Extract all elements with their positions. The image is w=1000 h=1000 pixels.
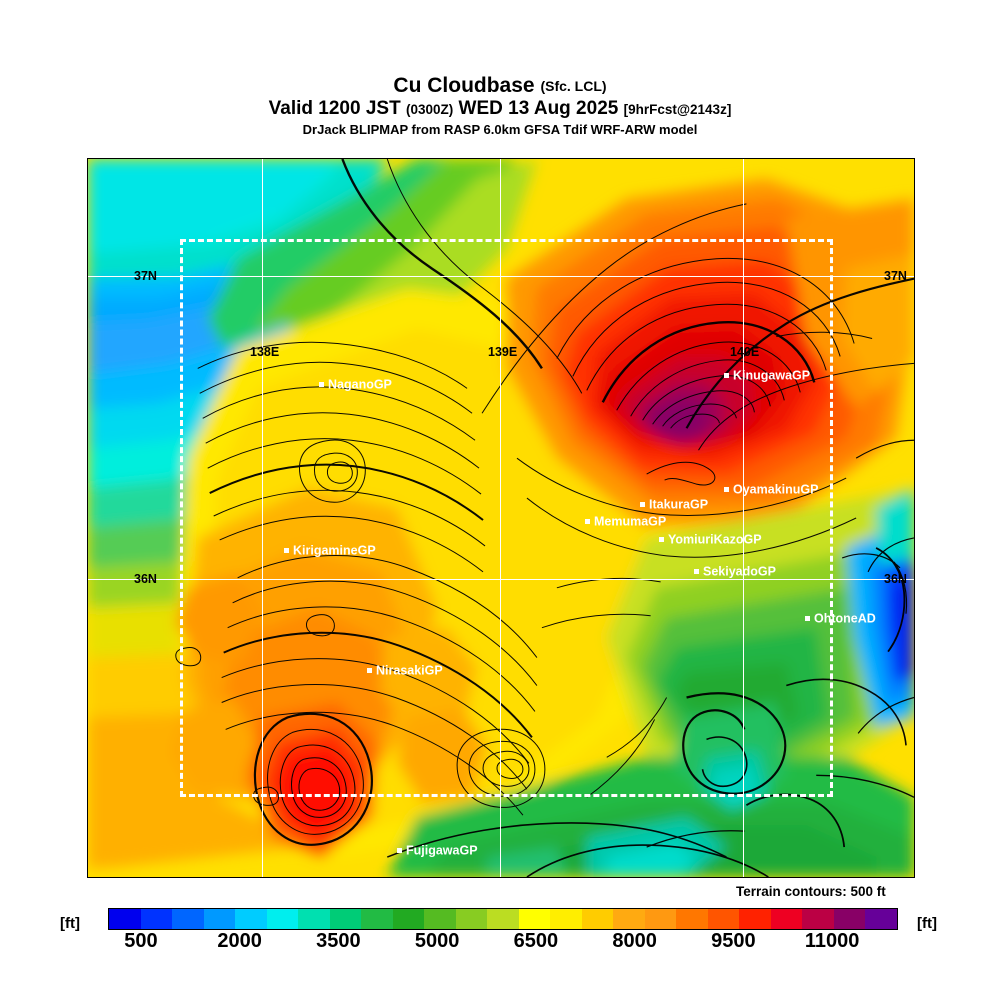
weather-map[interactable]: 138E 139E 140E 138E 139E 37N 36N 37N 36N…: [87, 158, 915, 878]
colorbar-tick-5000: 5000: [414, 930, 460, 952]
colorbar-swatch-21: [770, 909, 803, 929]
gridline-lat-37n: [88, 276, 914, 277]
station-marker[interactable]: ItakuraGP: [640, 498, 708, 511]
terrain-contour-note: Terrain contours: 500 ft: [736, 884, 886, 899]
title-main-line: Cu Cloudbase (Sfc. LCL): [0, 74, 1000, 98]
colorbar-swatch-22: [802, 909, 834, 929]
station-dot-icon: [694, 569, 699, 575]
station-marker[interactable]: KirigamineGP: [284, 544, 376, 557]
lat-label-left-37n: 37N: [134, 269, 157, 283]
station-marker[interactable]: OyamakinuGP: [724, 483, 818, 496]
forecast-domain-box: [180, 239, 833, 797]
gridline-lon-138e: [262, 159, 263, 877]
station-dot-icon: [640, 502, 645, 508]
colorbar-swatch-10: [424, 909, 456, 929]
colorbar-swatch-23: [833, 909, 866, 929]
station-marker[interactable]: YomiuriKazoGP: [659, 533, 762, 546]
title-forecast-tag: [9hrFcst@2143z]: [623, 102, 732, 117]
colorbar-swatch-8: [361, 909, 393, 929]
title-main: Cu Cloudbase: [393, 74, 535, 97]
lat-label-right-36n: 36N: [884, 572, 907, 586]
colorbar-swatch-5: [266, 909, 299, 929]
colorbar-swatch-2: [172, 909, 204, 929]
title-valid-utc: (0300Z): [405, 102, 454, 117]
colorbar-swatch-17: [644, 909, 677, 929]
station-marker[interactable]: NirasakiGP: [367, 664, 443, 677]
station-label: ItakuraGP: [649, 497, 709, 512]
lat-label-left-36n: 36N: [134, 572, 157, 586]
gridline-lon-140e: [743, 159, 744, 877]
gridline-lat-36n: [88, 579, 914, 580]
title-source-line: DrJack BLIPMAP from RASP 6.0km GFSA Tdif…: [302, 122, 698, 137]
station-dot-icon: [659, 537, 664, 543]
colorbar-swatch-20: [739, 909, 771, 929]
title-main-suffix: (Sfc. LCL): [540, 78, 607, 94]
colorbar-swatch-3: [203, 909, 236, 929]
chart-title-block: Cu Cloudbase (Sfc. LCL) Valid 1200 JST (…: [0, 74, 1000, 138]
colorbar-swatch-7: [329, 909, 362, 929]
station-dot-icon: [724, 487, 729, 493]
colorbar-swatch-9: [392, 909, 425, 929]
title-valid-time: Valid 1200 JST: [268, 98, 401, 119]
station-dot-icon: [585, 519, 590, 525]
station-dot-icon: [397, 848, 402, 854]
station-label: SekiyadoGP: [703, 564, 776, 579]
colorbar-unit-left: [ft]: [60, 915, 80, 932]
colorbar-tick-2000: 2000: [217, 930, 262, 952]
lon-label-top-138e: 138E: [250, 345, 280, 359]
station-label: NaganoGP: [328, 377, 392, 392]
station-dot-icon: [367, 668, 372, 674]
colorbar-tick-9500: 9500: [711, 930, 756, 952]
colorbar-tick-labels: 500 2000 3500 5000 6500 8000 9500 11000: [108, 930, 898, 952]
colorbar-swatches[interactable]: [108, 908, 898, 930]
station-label: YomiuriKazoGP: [668, 532, 762, 547]
station-marker[interactable]: KinugawaGP: [724, 369, 810, 382]
colorbar-tick-3500: 3500: [316, 930, 361, 952]
station-label: FujigawaGP: [406, 843, 478, 858]
gridline-lon-139e: [500, 159, 501, 877]
station-label: KinugawaGP: [733, 368, 811, 383]
map-field-svg: [88, 159, 914, 877]
station-label: OhtoneAD: [814, 611, 876, 626]
colorbar-swatch-13: [518, 909, 551, 929]
station-marker[interactable]: NaganoGP: [319, 378, 392, 391]
station-label: KirigamineGP: [293, 543, 376, 558]
colorbar-tick-500: 500: [124, 930, 158, 952]
station-marker[interactable]: SekiyadoGP: [694, 565, 776, 578]
colorbar-tick-6500: 6500: [513, 930, 559, 952]
colorbar-swatch-24: [865, 909, 897, 929]
lon-label-top-139e: 139E: [488, 345, 518, 359]
station-label: OyamakinuGP: [733, 482, 819, 497]
colorbar-swatch-6: [298, 909, 330, 929]
station-label: MemumaGP: [594, 514, 667, 529]
title-valid-line: Valid 1200 JST (0300Z) WED 13 Aug 2025 […: [0, 98, 1000, 121]
colorbar-swatch-11: [455, 909, 488, 929]
terrain-contours: [175, 159, 914, 877]
colorbar-swatch-16: [613, 909, 645, 929]
station-marker[interactable]: FujigawaGP: [397, 844, 478, 857]
station-dot-icon: [319, 382, 324, 388]
station-label: NirasakiGP: [376, 663, 443, 678]
colorbar-tick-8000: 8000: [612, 930, 657, 952]
station-marker[interactable]: OhtoneAD: [805, 612, 876, 625]
colorbar-legend: [ft] [ft] 500 2000 3500 5000 6500 8000 9500 110…: [0, 906, 1000, 952]
lat-label-right-37n: 37N: [884, 269, 907, 283]
station-dot-icon: [805, 616, 810, 622]
colorbar-swatch-14: [550, 909, 582, 929]
station-marker[interactable]: MemumaGP: [585, 515, 666, 528]
colorbar-swatch-15: [581, 909, 614, 929]
colorbar-swatch-19: [707, 909, 740, 929]
colorbar-swatch-12: [487, 909, 519, 929]
colorbar-swatch-4: [235, 909, 267, 929]
colorbar-swatch-18: [676, 909, 708, 929]
title-valid-date: WED 13 Aug 2025: [458, 98, 619, 119]
colorbar-swatch-0: [109, 909, 141, 929]
station-dot-icon: [724, 373, 729, 379]
colorbar-swatch-1: [140, 909, 173, 929]
colorbar-unit-right: [ft]: [917, 915, 937, 932]
colorbar-tick-11000: 11000: [804, 930, 860, 952]
lon-label-top-140e: 140E: [730, 345, 760, 359]
station-dot-icon: [284, 548, 289, 554]
